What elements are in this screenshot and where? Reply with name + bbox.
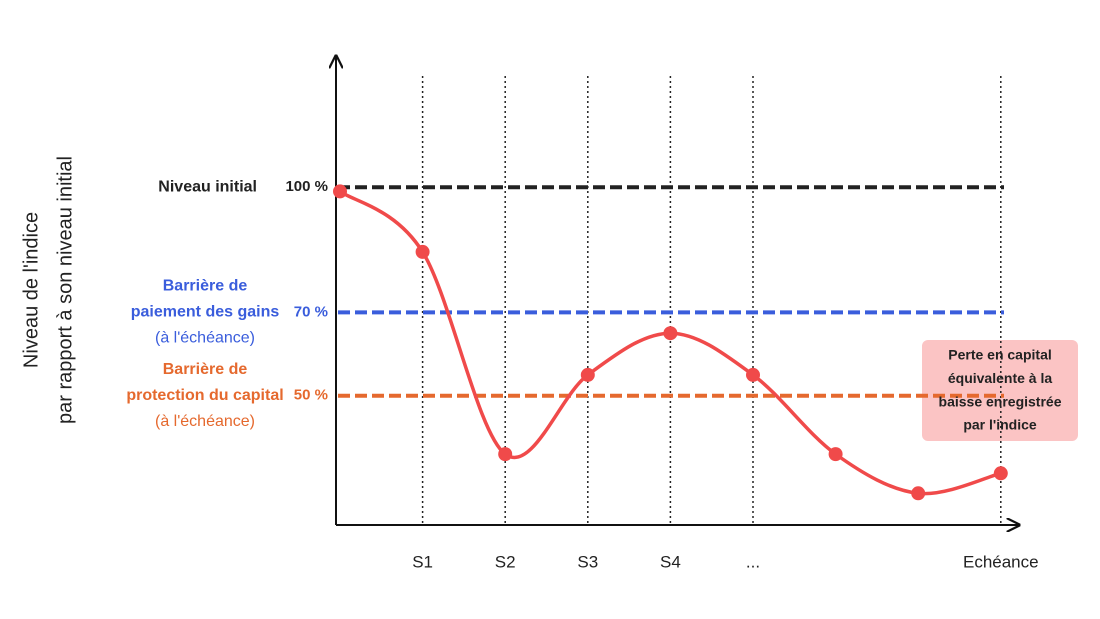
x-tick-label: ...	[746, 552, 760, 571]
y-axis-label: par rapport à son niveau initial	[54, 156, 76, 424]
data-point	[663, 326, 678, 341]
x-tick-label: Echéance	[963, 552, 1039, 571]
x-tick-label: S1	[412, 552, 433, 571]
data-point	[580, 367, 595, 382]
reference-label: (à l'échéance)	[155, 330, 255, 347]
y-axis-label: Niveau de l'indice	[20, 212, 42, 368]
x-tick-label: S3	[577, 552, 598, 571]
annotation-box	[922, 340, 1078, 441]
annotation-text: équivalente à la	[948, 370, 1052, 386]
annotation-text: baisse enregistrée	[939, 393, 1062, 409]
data-point	[333, 184, 347, 199]
data-point	[498, 447, 513, 462]
annotation-text: Perte en capital	[948, 347, 1052, 363]
reference-value-label: 100 %	[285, 178, 328, 195]
x-tick-label: S4	[660, 552, 681, 571]
data-point	[746, 367, 760, 382]
reference-value-label: 50 %	[294, 387, 328, 404]
reference-label: (à l'échéance)	[155, 413, 255, 430]
data-point	[828, 447, 843, 462]
reference-label: Barrière de	[163, 361, 248, 378]
data-point	[993, 466, 1008, 481]
series-line	[338, 189, 1002, 496]
reference-label: protection du capital	[126, 387, 283, 404]
data-point	[911, 486, 926, 501]
reference-label: paiement des gains	[131, 304, 280, 321]
reference-label: Niveau initial	[158, 178, 257, 195]
annotation-text: par l'indice	[963, 417, 1037, 433]
reference-value-label: 70 %	[294, 303, 328, 320]
reference-label: Barrière de	[163, 278, 248, 295]
data-point	[415, 244, 430, 259]
x-tick-label: S2	[495, 552, 516, 571]
